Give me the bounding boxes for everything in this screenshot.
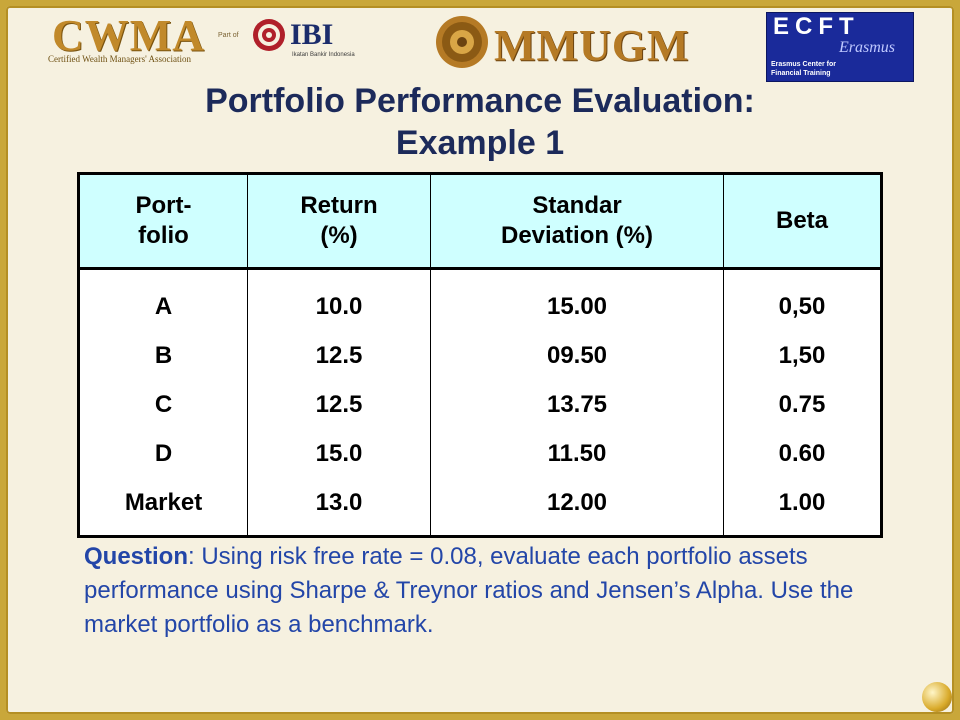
column-portfolio: A B C D Market	[78, 268, 248, 537]
cell-return: 12.5	[315, 391, 363, 418]
title-line-2: Example 1	[395, 124, 565, 162]
cell-portfolio: Market	[124, 489, 203, 516]
slide-title: Portfolio Performance Evaluation: Exampl…	[0, 80, 960, 164]
cell-portfolio: A	[154, 293, 173, 320]
question-paragraph: Question: Using risk free rate = 0.08, e…	[84, 540, 884, 642]
cell-portfolio: C	[154, 391, 173, 418]
ecft-logo-text: ECFT	[773, 13, 860, 40]
cell-return: 12.5	[315, 342, 363, 369]
title-line-1: Portfolio Performance Evaluation:	[205, 82, 755, 120]
cell-beta: 1.00	[778, 489, 826, 516]
cell-std-dev: 15.00	[546, 293, 608, 320]
cell-portfolio: B	[154, 342, 173, 369]
header-return-text: Return (%)	[300, 192, 378, 249]
cell-return: 10.0	[315, 293, 363, 320]
ibi-logo-subtitle: Ikatan Bankir Indonesia	[292, 52, 355, 58]
ecft-logo-line2: Financial Training	[771, 70, 831, 77]
cell-std-dev: 13.75	[546, 391, 608, 418]
part-of-label: Part of	[218, 32, 239, 39]
column-return: 10.0 12.5 12.5 15.0 13.0	[247, 268, 431, 537]
ecft-logo: ECFT Erasmus Erasmus Center for Financia…	[766, 12, 914, 82]
cell-beta: 0.75	[778, 391, 826, 418]
cell-portfolio: D	[154, 440, 173, 467]
ibi-logo-text: IBI	[290, 18, 334, 51]
cell-return: 15.0	[315, 440, 363, 467]
cell-beta: 1,50	[778, 342, 826, 369]
ibi-emblem-icon	[253, 19, 285, 51]
table-body-row: A B C D Market 10.0 12.5 12.5 15.0 13.0 …	[78, 268, 882, 537]
cwma-logo-subtitle: Certified Wealth Managers' Association	[48, 54, 191, 64]
column-beta: 0,50 1,50 0.75 0.60 1.00	[723, 268, 882, 537]
cell-std-dev: 11.50	[547, 440, 607, 467]
header-beta: Beta	[723, 173, 882, 270]
mmugm-logo: MMUGM	[434, 14, 689, 72]
cell-return: 13.0	[315, 489, 363, 516]
header-portfolio: Port- folio	[78, 173, 248, 270]
question-label: Question	[84, 543, 189, 570]
cell-beta: 0,50	[778, 293, 826, 320]
question-text: : Using risk free rate = 0.08, evaluate …	[84, 543, 854, 638]
ecft-logo-script: Erasmus	[839, 39, 896, 56]
cell-std-dev: 09.50	[546, 342, 608, 369]
table-header-row: Port- folio Return (%) Standar Deviation…	[78, 173, 882, 270]
cell-std-dev: 12.00	[546, 489, 608, 516]
cwma-logo-text: CWMA	[52, 11, 206, 60]
ugm-emblem-icon	[436, 16, 488, 68]
header-std-dev-text: Standar Deviation (%)	[500, 192, 653, 249]
ibi-logo: IBI Ikatan Bankir Indonesia	[252, 12, 362, 64]
mmugm-logo-text: MMUGM	[494, 21, 690, 70]
header-beta-text: Beta	[775, 207, 829, 234]
performance-table: Port- folio Return (%) Standar Deviation…	[77, 172, 883, 538]
cell-beta: 0.60	[778, 440, 826, 467]
cwma-logo: CWMA Certified Wealth Managers' Associat…	[44, 10, 204, 68]
header-portfolio-text: Port- folio	[135, 192, 192, 249]
column-std-dev: 15.00 09.50 13.75 11.50 12.00	[430, 268, 724, 537]
decorative-orb-icon	[922, 682, 952, 712]
header-return: Return (%)	[247, 173, 431, 270]
header-std-dev: Standar Deviation (%)	[430, 173, 724, 270]
ecft-logo-line1: Erasmus Center for	[771, 61, 836, 68]
